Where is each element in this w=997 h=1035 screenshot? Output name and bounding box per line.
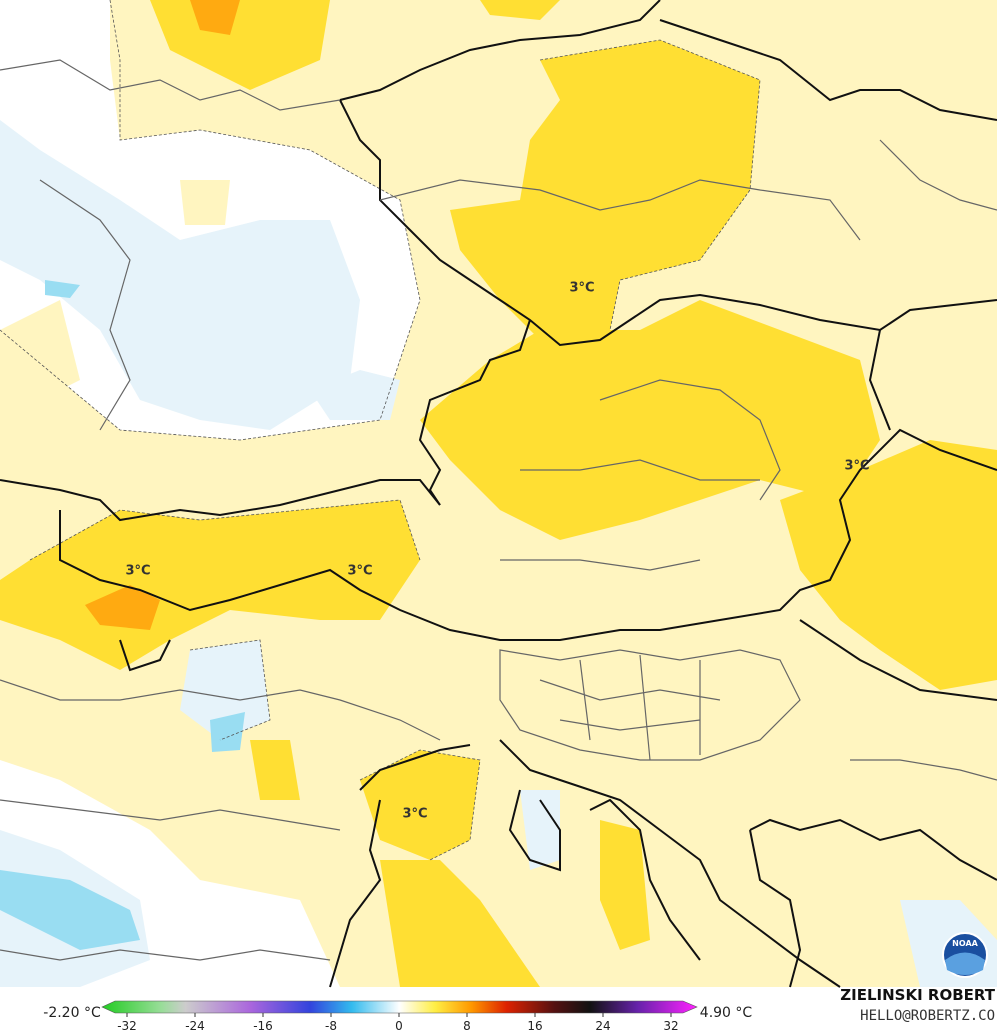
map: 3°C 3°C 3°C 3°C 3°C NOAA	[0, 0, 997, 988]
colorbar-tick-label: 24	[595, 1019, 610, 1033]
colorbar-tick-label: -32	[117, 1019, 137, 1033]
contour-lines	[0, 0, 761, 861]
credit-name: ZIELINSKI ROBERT	[840, 986, 995, 1004]
logo-text: NOAA	[952, 939, 978, 948]
orange-field	[85, 0, 240, 630]
noaa-logo: NOAA	[942, 932, 988, 978]
colorbar-tick-label: -16	[253, 1019, 273, 1033]
contour-label: 3°C	[125, 564, 150, 579]
colorbar-tick-label: 8	[463, 1019, 471, 1033]
contour-labels: 3°C 3°C 3°C 3°C 3°C	[125, 281, 869, 822]
colorbar-tick-label: -8	[325, 1019, 337, 1033]
region-borders	[0, 59, 997, 961]
colorbar: -2.20 °C 4.90 °C -32 -24 -16 -8 0 8 16 24 32	[43, 1000, 753, 1033]
colorbar-tick-label: -24	[185, 1019, 205, 1033]
min-value: -2.20 °C	[43, 1005, 101, 1021]
blue-field	[0, 280, 245, 950]
colorbar-scale	[101, 1000, 698, 1014]
contour-label: 3°C	[347, 564, 372, 579]
contour-label: 3°C	[402, 807, 427, 822]
colorbar-tick-label: 16	[527, 1019, 542, 1033]
yellow-field	[0, 0, 997, 987]
contour-label: 3°C	[569, 281, 594, 296]
light-blue-field	[0, 120, 997, 987]
contour-label: 3°C	[844, 459, 869, 474]
credit-email: HELLO@ROBERTZ.CO	[860, 1008, 995, 1024]
colorbar-tick-label: 0	[395, 1019, 403, 1033]
colorbar-tick-label: 32	[663, 1019, 678, 1033]
max-value: 4.90 °C	[700, 1005, 753, 1021]
country-borders	[0, 0, 997, 988]
